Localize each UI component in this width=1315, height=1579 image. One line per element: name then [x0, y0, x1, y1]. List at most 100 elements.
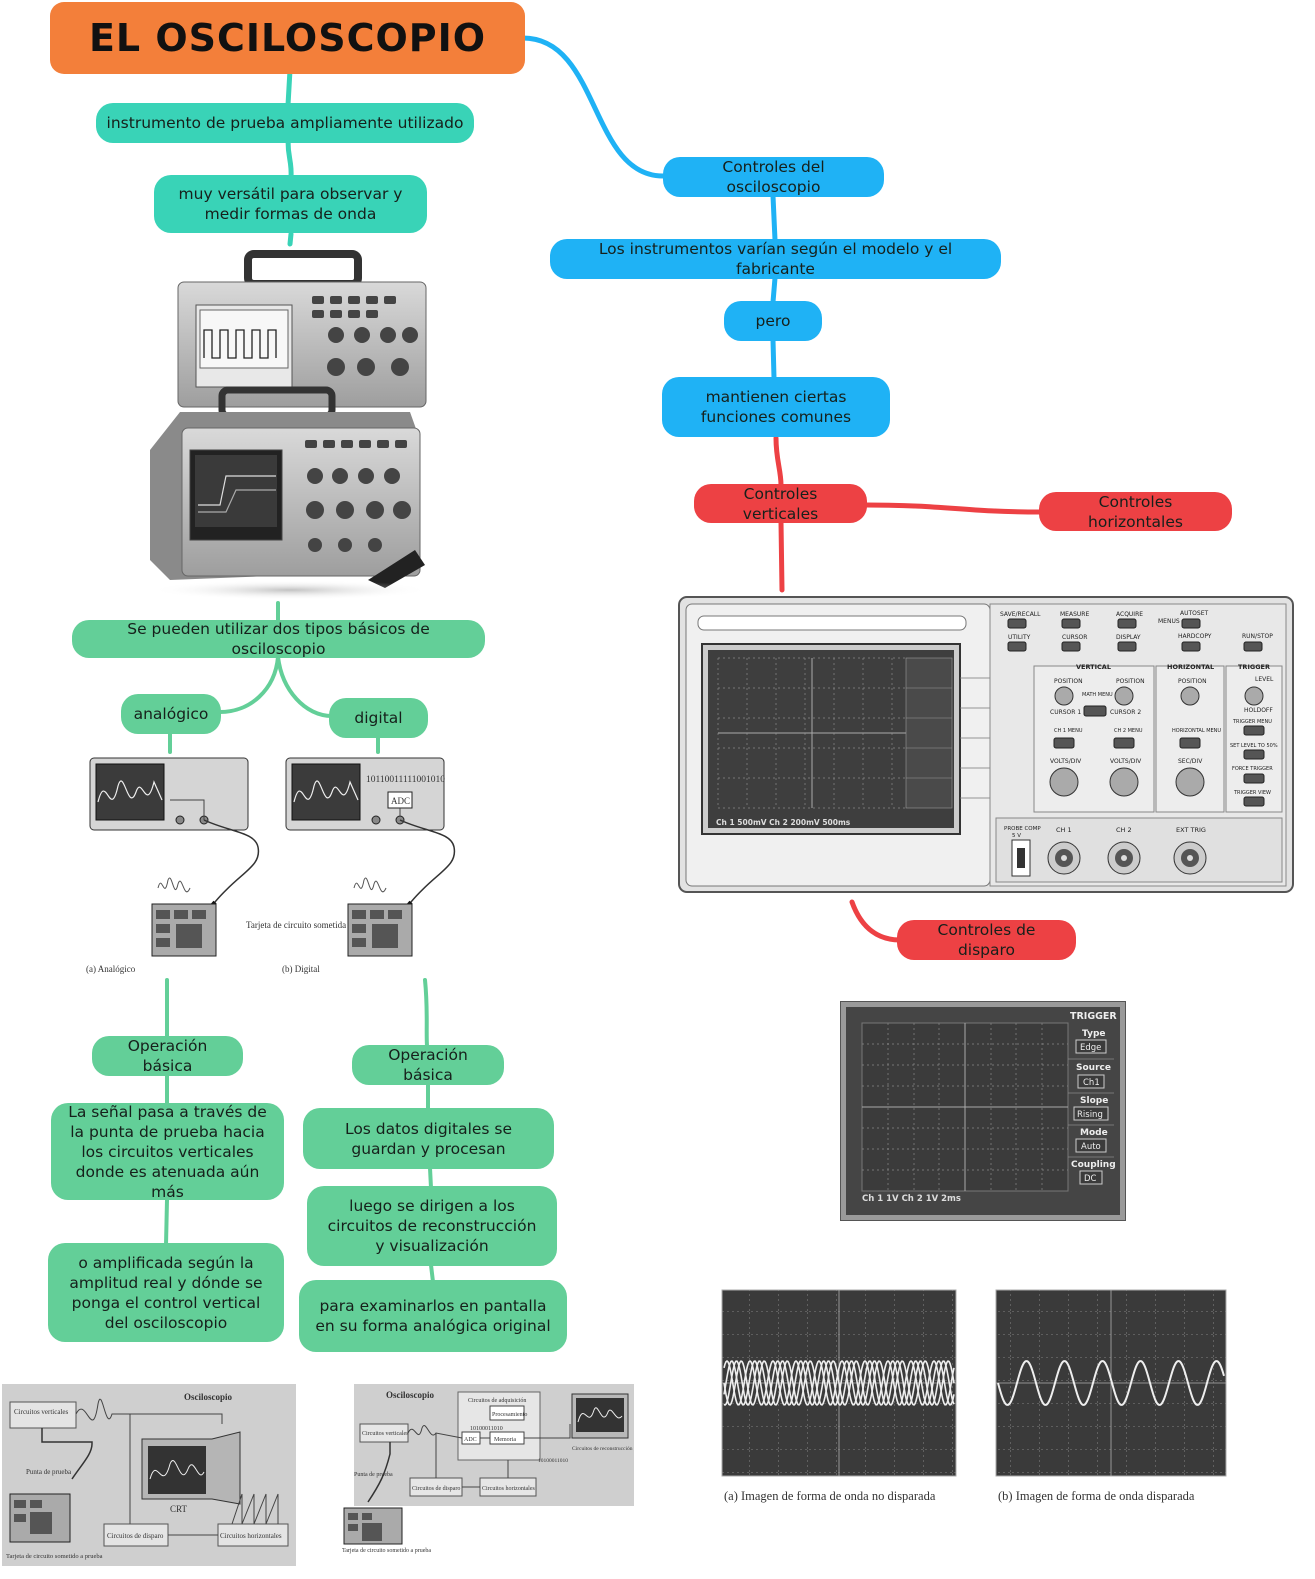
caption-analog: (a) Analógico [86, 964, 136, 974]
trigger-menu-figure: TRIGGER Type Edge Source Ch1 Slope Risin… [840, 1001, 1126, 1221]
btn-ch1-menu: CH 1 MENU [1054, 728, 1083, 734]
btn-hardcopy: HARDCOPY [1178, 633, 1212, 640]
trigger-coupling-label: Coupling [1071, 1160, 1116, 1170]
h-position: POSITION [1178, 678, 1207, 685]
oscilloscope-photo [150, 250, 430, 600]
untriggered-screen [721, 1289, 957, 1477]
section-trigger: TRIGGER [1238, 663, 1270, 671]
analog-block-board: Tarjeta de circuito sometido a prueba [6, 1553, 103, 1560]
trigger-mode-label: Mode [1080, 1128, 1108, 1138]
binary-readout: 10110011111001010 [366, 775, 445, 785]
analog-scope-drawing: Tarjeta de circuito sometida a prueba (a… [86, 757, 379, 974]
btn-autoset: AUTOSET [1180, 610, 1208, 617]
trigger-type-value: Edge [1080, 1043, 1101, 1053]
triggered-screen [995, 1289, 1227, 1477]
node-widely-used: instrumento de prueba ampliamente utiliz… [96, 103, 474, 143]
digital-block-proc: Procesamiento [492, 1412, 527, 1418]
node-trigger-controls: Controles de disparo [897, 920, 1076, 960]
label-math-menu: MATH MENU [1082, 692, 1113, 698]
node-vertical-controls: Controles verticales [694, 484, 867, 523]
trigger-coupling-value: DC [1084, 1174, 1097, 1184]
analog-block-vertical: Circuitos verticales [14, 1408, 69, 1416]
btn-utility: UTILITY [1008, 634, 1031, 641]
label-5v: 5 V [1012, 833, 1021, 839]
digital-block-trigger: Circuitos de disparo [412, 1486, 460, 1492]
trigger-source-label: Source [1076, 1063, 1111, 1073]
trigger-heading: TRIGGER [1070, 1011, 1117, 1022]
btn-measure: MEASURE [1060, 611, 1089, 618]
node-op-digital: Operación básica [352, 1045, 504, 1085]
trigger-type-label: Type [1082, 1029, 1105, 1039]
digital-block-horizontal: Circuitos horizontales [482, 1486, 535, 1492]
untriggered-trace [723, 1359, 955, 1406]
digital-block-vertical: Circuitos verticales [362, 1431, 409, 1437]
label-cursor2: CURSOR 2 [1110, 709, 1141, 716]
digital-block-probe: Punta de prueba [354, 1472, 393, 1478]
analog-block-crt: CRT [170, 1504, 187, 1514]
trigger-source-value: Ch1 [1083, 1078, 1100, 1088]
node-op-analog: Operación básica [92, 1036, 243, 1076]
btn-ch2-menu: CH 2 MENU [1114, 728, 1143, 734]
label-menus: MENUS [1158, 618, 1180, 625]
analog-block-probe: Punta de prueba [26, 1468, 72, 1476]
label-volts-div-1: VOLTS/DIV [1050, 758, 1082, 765]
untriggered-trace [723, 1360, 955, 1406]
trigger-slope-label: Slope [1080, 1096, 1108, 1106]
node-but: pero [724, 301, 822, 341]
node-analog: analógico [121, 694, 221, 734]
digital-block-board: Tarjeta de circuito sometido a prueba [342, 1548, 431, 1554]
digital-block-acq: Circuitos de adquisición [468, 1398, 526, 1404]
digital-block-bits2: 10100011010 [538, 1458, 568, 1464]
caption-digital: (b) Digital [282, 964, 320, 974]
digital-scope-drawing: 10110011111001010 ADC (b) Digital [282, 757, 456, 974]
label-volts-div-2: VOLTS/DIV [1110, 758, 1142, 765]
node-digital-step1: Los datos digitales se guardan y procesa… [303, 1108, 554, 1169]
analog-block-horizontal: Circuitos horizontales [220, 1532, 282, 1540]
waveform-comparison-figure: (a) Imagen de forma de onda no disparada… [721, 1289, 1227, 1503]
caption-triggered: (b) Imagen de forma de onda disparada [998, 1489, 1195, 1503]
input-ch2: CH 2 [1116, 826, 1132, 834]
digital-block-bits: 10100011010 [470, 1426, 503, 1432]
btn-force-trigger: FORCE TRIGGER [1232, 766, 1273, 772]
analog-block-diagram: Osciloscopio Circuitos verticales CRT Pu… [2, 1384, 296, 1566]
adc-label: ADC [391, 796, 410, 806]
input-ext-trig: EXT TRIG [1176, 826, 1206, 834]
analog-block-trigger: Circuitos de disparo [107, 1532, 164, 1540]
ch2-position: POSITION [1116, 678, 1145, 685]
node-horizontal-controls: Controles horizontales [1039, 492, 1232, 531]
btn-save-recall: SAVE/RECALL [1000, 611, 1041, 618]
btn-runstop: RUN/STOP [1242, 633, 1273, 640]
board-label-1: Tarjeta de circuito sometida a prueba [246, 920, 379, 930]
node-common-functions: mantienen ciertas funciones comunes [662, 377, 890, 437]
digital-block-adc: ADC [464, 1437, 477, 1443]
node-digital-step2: luego se dirigen a los circuitos de reco… [307, 1186, 557, 1266]
caption-untriggered: (a) Imagen de forma de onda no disparada [724, 1489, 936, 1503]
node-digital: digital [329, 698, 428, 738]
front-panel-figure: Ch 1 500mV Ch 2 200mV 500ms SAVE/RECALL … [678, 596, 1294, 893]
digital-block-memory: Memoria [494, 1437, 516, 1443]
label-holdoff: HOLDOFF [1244, 707, 1273, 714]
untriggered-trace [723, 1360, 955, 1406]
trigger-readout: Ch 1 1V Ch 2 1V 2ms [862, 1194, 961, 1204]
panel-readout: Ch 1 500mV Ch 2 200mV 500ms [716, 818, 851, 827]
label-probe-comp: PROBE COMP [1004, 826, 1041, 832]
triggered-trace [997, 1360, 1225, 1406]
btn-trigger-menu: TRIGGER MENU [1232, 719, 1272, 725]
label-level: LEVEL [1255, 676, 1274, 683]
page-title: EL OSCILOSCOPIO [50, 2, 525, 74]
trigger-slope-value: Rising [1077, 1110, 1103, 1120]
node-controls: Controles del osciloscopio [663, 157, 884, 197]
input-ch1: CH 1 [1056, 826, 1072, 834]
node-versatile: muy versátil para observar y medir forma… [154, 175, 427, 233]
section-horizontal: HORIZONTAL [1167, 663, 1214, 671]
label-sec-div: SEC/DIV [1178, 758, 1203, 765]
btn-set-level: SET LEVEL TO 50% [1230, 743, 1278, 749]
node-two-types: Se pueden utilizar dos tipos básicos de … [72, 620, 485, 658]
btn-cursor: CURSOR [1062, 634, 1087, 641]
node-instruments-vary: Los instrumentos varían según el modelo … [550, 239, 1001, 279]
node-analog-step1: La señal pasa a través de la punta de pr… [51, 1103, 284, 1201]
btn-trigger-view: TRIGGER VIEW [1233, 790, 1271, 796]
btn-display: DISPLAY [1116, 634, 1141, 641]
analog-block-title: Osciloscopio [184, 1392, 233, 1402]
